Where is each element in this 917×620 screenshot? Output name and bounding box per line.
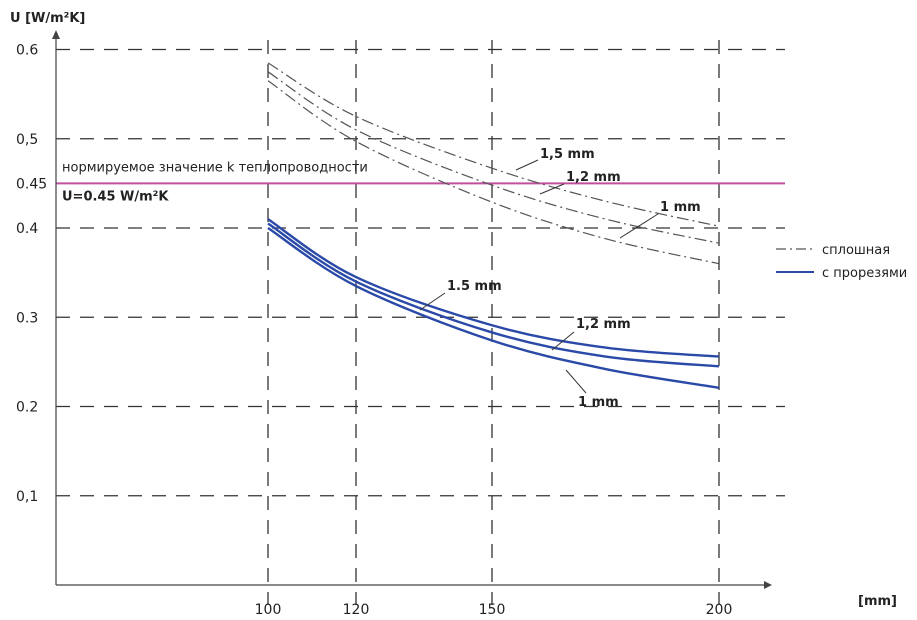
series-label: 1 mm	[660, 200, 701, 215]
series-leader-line	[551, 331, 575, 351]
y-axis-title: U [W/m²K]	[10, 11, 85, 26]
y-tick-label: 0.4	[16, 221, 38, 237]
y-tick-label: 0.6	[16, 43, 38, 59]
series-line-slotted-5	[267, 226, 720, 389]
series-label: 1,5 mm	[540, 147, 595, 162]
reference-line-label: нормируемое значение k теплопроводности	[62, 160, 368, 175]
series-line-solid-0	[267, 62, 720, 227]
series-line-solid-1	[267, 71, 720, 244]
x-tick-label: 150	[479, 602, 506, 618]
reference-line-group: нормируемое значение k теплопроводности U…	[56, 160, 785, 204]
y-tick-label: 0.2	[16, 400, 38, 416]
y-tick-label: 0,5	[16, 132, 38, 148]
series-leader-line	[619, 213, 659, 239]
series-line-slotted-4	[267, 222, 720, 368]
series-line-slotted-3	[267, 218, 720, 358]
y-axis-arrow	[52, 30, 60, 39]
series-label: 1 mm	[578, 395, 619, 410]
series-leader-line	[515, 159, 539, 171]
legend-label: сплошная	[822, 243, 890, 258]
tick-labels: 0,1 0.2 0.3 0.4 0.45 0,5 0.6 100 120 150 200	[16, 43, 732, 619]
series-labels: 1,5 mm 1,2 mm 1 mm 1.5 mm 1,2 mm 1 mm	[419, 147, 701, 410]
series-label: 1,2 mm	[566, 170, 621, 185]
reference-value-label: U=0.45 W/m²K	[62, 189, 169, 204]
x-axis-arrow	[764, 581, 772, 589]
y-tick-label: 0.3	[16, 310, 38, 326]
y-tick-label: 0,1	[16, 489, 38, 505]
x-tick-label: 200	[706, 602, 733, 618]
series-label: 1.5 mm	[447, 279, 502, 294]
x-tick-label: 120	[343, 602, 370, 618]
series-leader-line	[565, 369, 587, 394]
series-leader-line	[539, 183, 565, 195]
x-tick-label: 100	[255, 602, 282, 618]
series-group	[267, 62, 720, 389]
y-tick-label: 0.45	[16, 176, 47, 192]
series-line-solid-2	[267, 80, 720, 265]
series-label: 1,2 mm	[576, 317, 631, 332]
series-leader-line	[419, 292, 446, 311]
grid	[56, 40, 785, 605]
axes: U [W/m²K] [mm]	[10, 11, 897, 609]
legend: сплошная с прорезями	[776, 243, 907, 281]
legend-label: с прорезями	[822, 266, 907, 281]
x-axis-title: [mm]	[858, 594, 897, 609]
